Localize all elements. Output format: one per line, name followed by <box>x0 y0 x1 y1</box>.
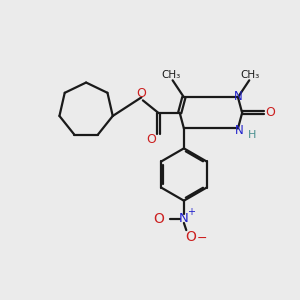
Text: N: N <box>236 124 244 137</box>
Text: O: O <box>137 87 147 100</box>
Text: N: N <box>179 212 189 225</box>
Text: H: H <box>248 130 256 140</box>
Text: CH₃: CH₃ <box>241 70 260 80</box>
Text: O: O <box>265 106 275 119</box>
Text: O: O <box>146 133 156 146</box>
Text: O: O <box>185 230 196 244</box>
Text: N: N <box>234 90 243 103</box>
Text: +: + <box>187 207 195 217</box>
Text: −: − <box>197 232 208 245</box>
Text: O: O <box>154 212 164 226</box>
Text: CH₃: CH₃ <box>161 70 181 80</box>
